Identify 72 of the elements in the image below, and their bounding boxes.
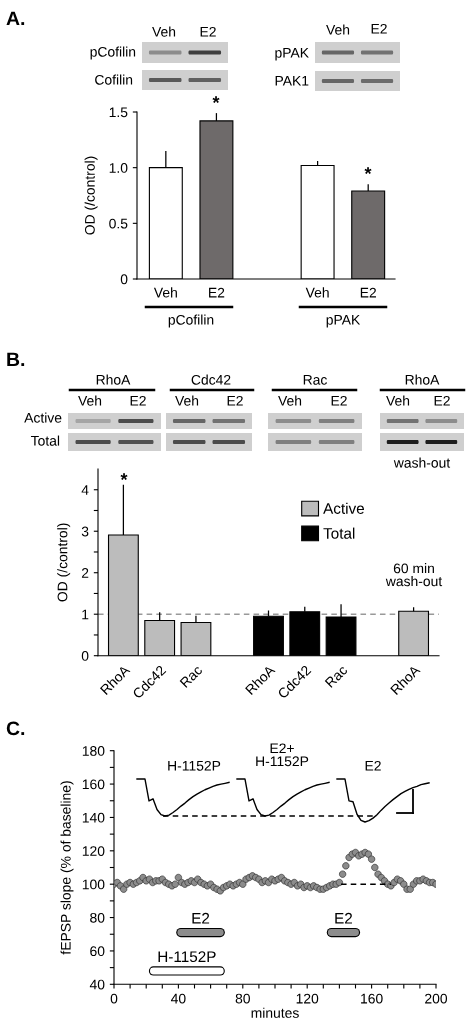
x-tick-label: 160	[361, 993, 383, 1004]
annotation: *	[364, 167, 372, 174]
text: E2	[130, 395, 146, 406]
text: Cdc42	[191, 374, 231, 385]
text: Veh	[326, 24, 350, 35]
legend-label: Total	[323, 527, 355, 539]
x-tick-label: 80	[235, 993, 250, 1004]
annotation: E2+ H-1152P	[256, 743, 309, 767]
x-tick-label: Veh	[305, 287, 329, 298]
chart-title: B.	[7, 352, 25, 367]
y-tick-label: 100	[82, 879, 105, 890]
x-tick-label: 200	[425, 993, 448, 1004]
text: pCofilin	[90, 46, 136, 60]
x-tick-label: Rac	[179, 664, 203, 688]
x-tick-label: E2	[209, 287, 225, 298]
chart-title: A.	[6, 11, 25, 26]
series-label: H-1152P	[158, 951, 216, 963]
y-tick-label: 3	[81, 526, 89, 537]
series-label: E2	[192, 912, 210, 924]
text: *	[212, 96, 220, 103]
text: Rac	[303, 375, 327, 385]
text: RhoA	[405, 374, 440, 385]
y-tick-label: 180	[82, 746, 105, 756]
annotation: *	[120, 473, 128, 480]
text: E2	[434, 395, 450, 406]
y-tick-label: 1.5	[109, 107, 128, 118]
text: E2	[200, 26, 216, 37]
chart-title: C.	[6, 721, 25, 736]
y-tick-label: 1	[82, 609, 89, 620]
text: E2	[331, 395, 347, 406]
y-tick-label: 2	[81, 568, 89, 578]
y-tick-label: 80	[90, 912, 105, 923]
text: pPAK	[275, 48, 309, 61]
x-tick-label: E2	[360, 287, 376, 298]
legend-label: Active	[323, 502, 365, 514]
text: Veh	[152, 26, 176, 37]
y-tick-label: 120	[82, 846, 105, 856]
y-axis-title: OD (/control)	[57, 523, 71, 602]
y-tick-label: 1.0	[109, 163, 128, 173]
x-tick-label: Veh	[153, 287, 177, 298]
y-tick-label: 4	[81, 485, 89, 495]
text: E2	[227, 395, 243, 406]
text: E2	[371, 23, 387, 34]
y-tick-label: 40	[89, 979, 105, 990]
annotation: 60 min wash-out	[385, 563, 443, 587]
y-tick-label: 0.5	[109, 218, 128, 229]
text: pCofilin	[168, 314, 214, 328]
y-tick-label: 140	[82, 812, 105, 823]
x-tick-label: 120	[296, 993, 319, 1004]
text: PAK1	[275, 76, 309, 86]
text: Veh	[175, 395, 199, 406]
y-axis-title: fEPSP slope (% of baseline)	[60, 781, 74, 955]
y-axis-title: OD (/control)	[84, 156, 98, 235]
x-tick-label: 40	[171, 993, 186, 1004]
text: Veh	[278, 395, 302, 406]
text: Veh	[386, 395, 410, 406]
text: RhoA	[96, 374, 131, 385]
text: pPAK	[326, 315, 361, 328]
y-tick-label: 0	[120, 274, 128, 285]
text: Active	[24, 412, 62, 423]
annotation: H-1152P	[168, 760, 221, 771]
text: wash-out	[393, 457, 451, 468]
series-label: E2	[335, 912, 352, 924]
y-tick-label: 0	[81, 651, 89, 661]
y-tick-label: 60	[90, 946, 105, 957]
x-axis-title: minutes	[251, 1007, 299, 1018]
annotation: E2	[365, 760, 381, 771]
text: Cofilin	[95, 74, 133, 85]
text: Veh	[78, 395, 102, 406]
x-tick-label: Rac	[324, 664, 349, 688]
y-tick-label: 160	[82, 779, 105, 790]
text: Total	[30, 435, 60, 446]
